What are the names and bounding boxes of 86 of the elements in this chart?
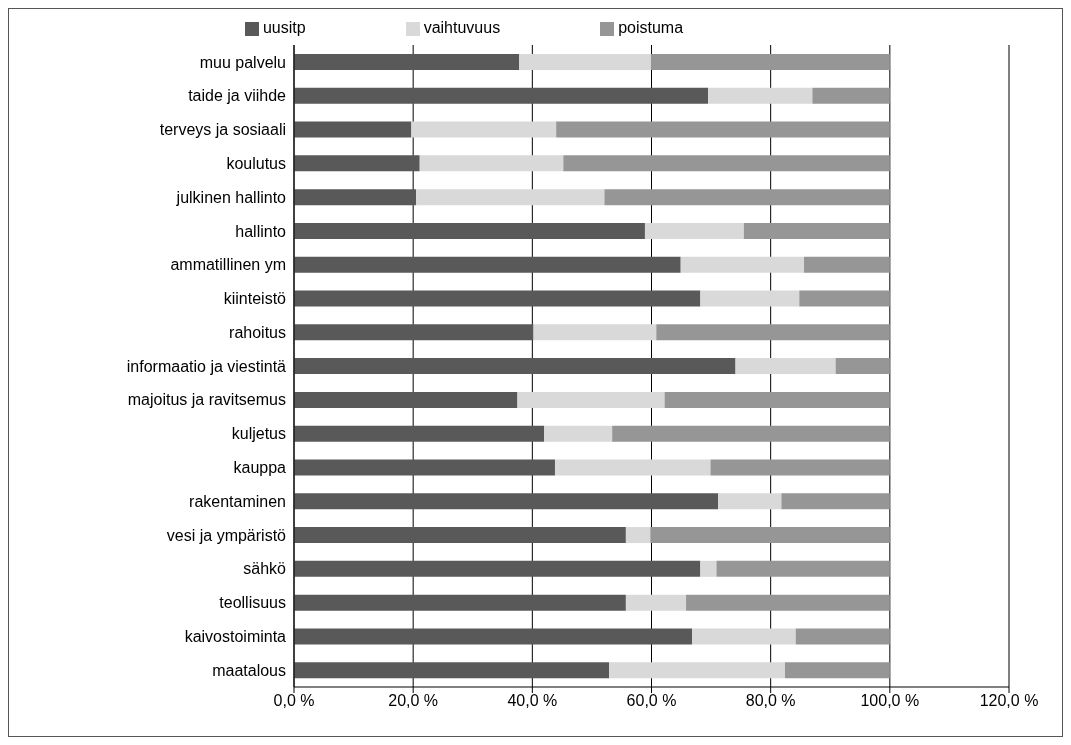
bar <box>680 256 805 273</box>
x-tick-label: 80,0 % <box>745 692 796 710</box>
bar <box>650 54 890 70</box>
x-tick-label: 40,0 % <box>507 692 558 710</box>
bar <box>294 155 420 172</box>
bar <box>563 155 890 172</box>
y-tick-label: koulutus <box>226 154 286 172</box>
bar <box>609 662 785 679</box>
bar <box>294 493 719 510</box>
y-tick-label: muu palvelu <box>199 53 286 71</box>
bar <box>294 594 626 611</box>
y-tick-label: sähkö <box>243 560 287 578</box>
bar <box>804 256 890 273</box>
bar <box>294 662 610 679</box>
bar <box>781 493 890 510</box>
y-tick-label: maatalous <box>212 661 286 679</box>
bar <box>625 527 651 544</box>
x-tick-label: 120,0 % <box>979 692 1039 710</box>
y-tick-label: rahoitus <box>229 323 286 341</box>
bar <box>650 527 890 544</box>
y-tick-label: julkinen hallinto <box>175 188 287 206</box>
bar <box>294 256 681 273</box>
bar <box>294 54 520 70</box>
y-tick-label: kuljetus <box>231 425 286 443</box>
bar <box>294 87 709 104</box>
bar <box>294 189 417 206</box>
y-tick-label: kauppa <box>233 459 287 477</box>
bar <box>419 155 564 172</box>
bar <box>294 324 534 341</box>
y-tick-label: terveys ja sosiaali <box>159 121 286 139</box>
legend-label: uusitp <box>262 19 306 36</box>
bar <box>294 527 626 544</box>
bar <box>544 425 613 442</box>
bar <box>795 628 890 645</box>
bar <box>294 425 545 442</box>
bar <box>664 391 890 408</box>
bar <box>294 391 518 408</box>
bar <box>411 121 557 138</box>
y-tick-label: taide ja viihde <box>188 87 287 105</box>
y-tick-label: teollisuus <box>219 594 286 612</box>
bar <box>294 290 701 307</box>
bar <box>743 222 890 239</box>
x-tick-label: 0,0 % <box>273 692 315 710</box>
bar <box>708 87 813 104</box>
bar <box>718 493 782 510</box>
bar <box>835 358 890 375</box>
bar <box>556 121 890 138</box>
bar <box>612 425 890 442</box>
bar <box>700 290 800 307</box>
bar <box>294 560 701 577</box>
bar <box>716 560 890 577</box>
x-tick-label: 20,0 % <box>388 692 439 710</box>
bar <box>644 222 744 239</box>
bar <box>416 189 605 206</box>
y-tick-label: informaatio ja viestintä <box>126 357 287 375</box>
legend-label: poistuma <box>618 19 684 36</box>
bar <box>604 189 890 206</box>
y-tick-label: rakentaminen <box>189 492 286 510</box>
x-tick-label: 60,0 % <box>626 692 677 710</box>
y-tick-label: vesi ja ympäristö <box>166 526 287 544</box>
y-tick-label: majoitus ja ravitsemus <box>127 391 286 409</box>
bar <box>692 628 796 645</box>
bar <box>700 560 717 577</box>
bar <box>294 628 693 645</box>
bar <box>799 290 890 307</box>
bar <box>686 594 890 611</box>
bar <box>656 324 890 341</box>
bar <box>533 324 657 341</box>
y-tick-label: kaivostoiminta <box>184 628 287 645</box>
y-tick-label: ammatillinen ym <box>170 256 286 274</box>
bar <box>735 358 836 375</box>
bar <box>554 459 711 476</box>
y-tick-label: hallinto <box>235 222 287 240</box>
bar <box>294 358 736 375</box>
bar <box>784 662 890 679</box>
bar <box>625 594 687 611</box>
bar <box>519 54 651 70</box>
legend-label: vaihtuvuus <box>423 19 501 36</box>
y-tick-label: kiinteistö <box>223 290 287 308</box>
bar <box>710 459 890 476</box>
bar <box>294 121 412 138</box>
bar <box>294 222 645 239</box>
bar <box>517 391 665 408</box>
bar <box>812 87 890 104</box>
bar <box>294 459 555 476</box>
x-tick-label: 100,0 % <box>860 692 920 710</box>
